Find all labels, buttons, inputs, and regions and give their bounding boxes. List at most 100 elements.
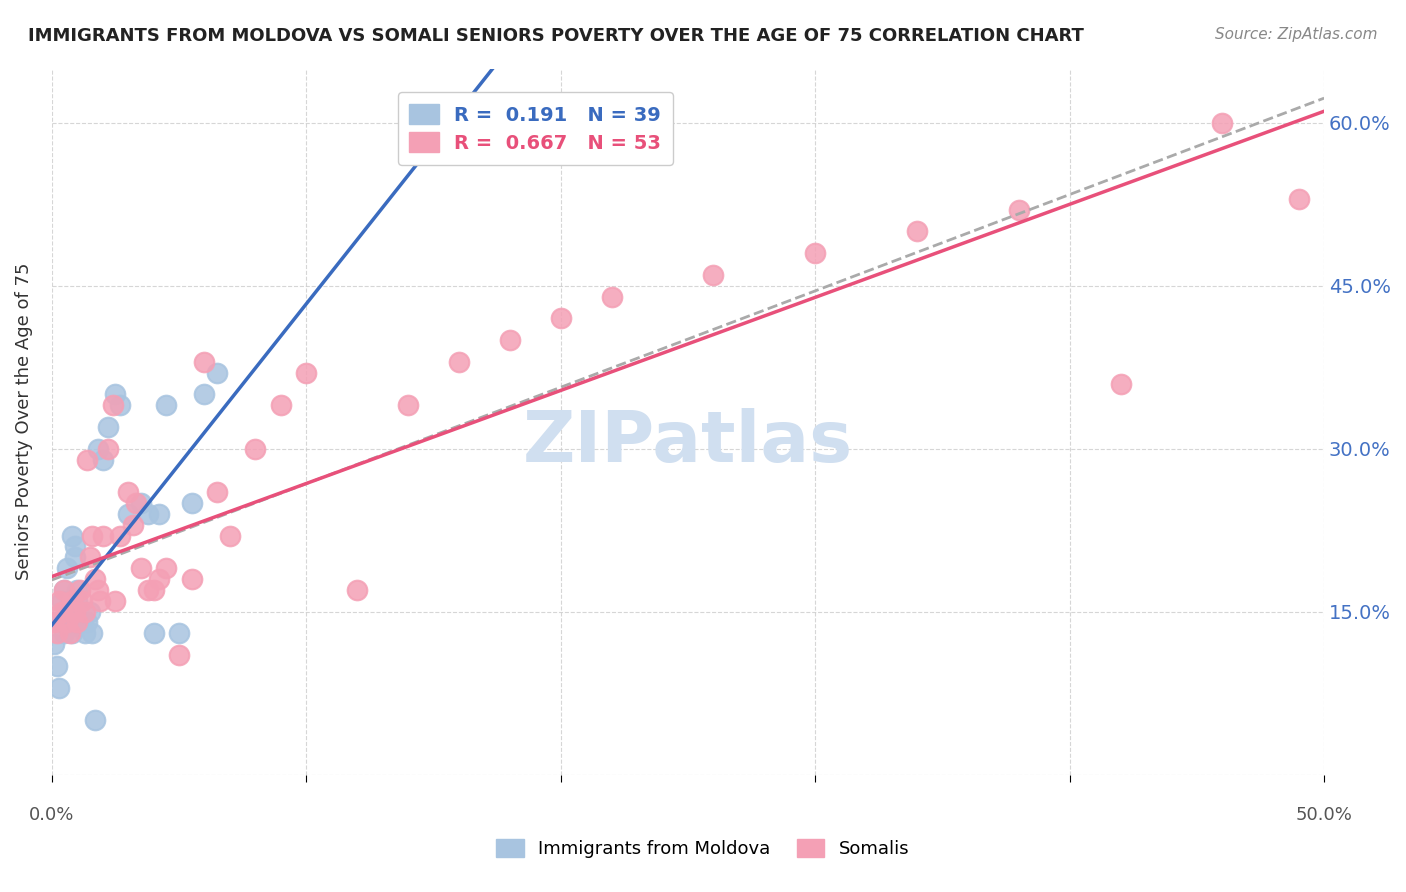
- Point: [129, 496, 152, 510]
- Legend: R =  0.191   N = 39, R =  0.667   N = 53: R = 0.191 N = 39, R = 0.667 N = 53: [398, 93, 672, 164]
- Point: [396, 398, 419, 412]
- Point: [550, 311, 572, 326]
- Point: [142, 582, 165, 597]
- Point: [76, 615, 98, 630]
- Point: [79, 605, 101, 619]
- Point: [205, 485, 228, 500]
- Point: [142, 626, 165, 640]
- Point: [180, 572, 202, 586]
- Point: [600, 290, 623, 304]
- Point: [73, 626, 96, 640]
- Point: [53, 626, 76, 640]
- Point: [69, 582, 91, 597]
- Point: [82, 626, 104, 640]
- Point: [69, 615, 91, 630]
- Point: [45, 626, 67, 640]
- Text: IMMIGRANTS FROM MOLDOVA VS SOMALI SENIORS POVERTY OVER THE AGE OF 75 CORRELATION: IMMIGRANTS FROM MOLDOVA VS SOMALI SENIOR…: [28, 27, 1084, 45]
- Point: [51, 605, 73, 619]
- Point: [66, 582, 89, 597]
- Point: [56, 615, 79, 630]
- Point: [148, 507, 170, 521]
- Point: [117, 485, 139, 500]
- Point: [1109, 376, 1132, 391]
- Point: [270, 398, 292, 412]
- Point: [91, 452, 114, 467]
- Point: [89, 594, 111, 608]
- Point: [205, 366, 228, 380]
- Point: [56, 605, 79, 619]
- Point: [63, 540, 86, 554]
- Point: [110, 528, 132, 542]
- Point: [167, 648, 190, 662]
- Point: [76, 452, 98, 467]
- Point: [91, 528, 114, 542]
- Point: [148, 572, 170, 586]
- Point: [48, 594, 70, 608]
- Text: Source: ZipAtlas.com: Source: ZipAtlas.com: [1215, 27, 1378, 42]
- Point: [245, 442, 267, 456]
- Point: [86, 442, 108, 456]
- Point: [1008, 202, 1031, 217]
- Point: [66, 594, 89, 608]
- Point: [66, 615, 89, 630]
- Point: [167, 626, 190, 640]
- Text: 50.0%: 50.0%: [1296, 806, 1353, 824]
- Point: [104, 387, 127, 401]
- Point: [58, 626, 80, 640]
- Point: [905, 224, 928, 238]
- Point: [499, 333, 522, 347]
- Point: [110, 398, 132, 412]
- Point: [48, 615, 70, 630]
- Point: [44, 615, 66, 630]
- Point: [60, 626, 83, 640]
- Point: [53, 582, 76, 597]
- Point: [72, 594, 94, 608]
- Point: [51, 594, 73, 608]
- Point: [346, 582, 368, 597]
- Point: [48, 681, 70, 695]
- Point: [138, 582, 160, 597]
- Y-axis label: Seniors Poverty Over the Age of 75: Seniors Poverty Over the Age of 75: [15, 263, 32, 581]
- Point: [125, 496, 148, 510]
- Point: [79, 550, 101, 565]
- Point: [219, 528, 242, 542]
- Point: [295, 366, 318, 380]
- Point: [44, 637, 66, 651]
- Point: [60, 594, 83, 608]
- Point: [72, 615, 94, 630]
- Point: [138, 507, 160, 521]
- Point: [1288, 192, 1310, 206]
- Point: [86, 582, 108, 597]
- Point: [117, 507, 139, 521]
- Point: [58, 615, 80, 630]
- Point: [155, 561, 177, 575]
- Point: [129, 561, 152, 575]
- Point: [180, 496, 202, 510]
- Point: [56, 561, 79, 575]
- Point: [804, 246, 827, 260]
- Point: [63, 550, 86, 565]
- Point: [58, 594, 80, 608]
- Point: [122, 517, 145, 532]
- Point: [84, 713, 107, 727]
- Point: [60, 528, 83, 542]
- Point: [97, 442, 120, 456]
- Point: [1211, 116, 1233, 130]
- Point: [45, 659, 67, 673]
- Legend: Immigrants from Moldova, Somalis: Immigrants from Moldova, Somalis: [489, 831, 917, 865]
- Text: 0.0%: 0.0%: [30, 806, 75, 824]
- Point: [97, 420, 120, 434]
- Point: [193, 387, 215, 401]
- Point: [84, 572, 107, 586]
- Point: [155, 398, 177, 412]
- Point: [53, 582, 76, 597]
- Point: [104, 594, 127, 608]
- Point: [447, 355, 470, 369]
- Point: [193, 355, 215, 369]
- Point: [63, 605, 86, 619]
- Text: ZIPatlas: ZIPatlas: [523, 409, 853, 477]
- Point: [82, 528, 104, 542]
- Point: [101, 398, 124, 412]
- Point: [702, 268, 724, 282]
- Point: [73, 605, 96, 619]
